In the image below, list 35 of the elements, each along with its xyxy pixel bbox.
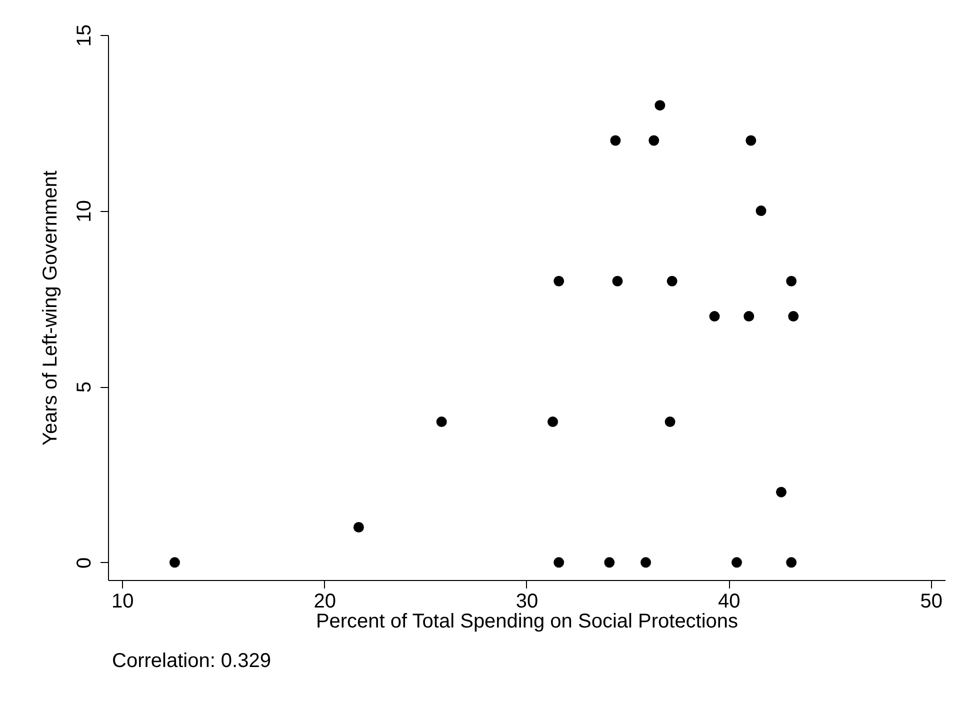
- point: [610, 135, 621, 146]
- point: [640, 557, 652, 568]
- x-axis-title: Percent of Total Spending on Social Protections: [316, 610, 738, 632]
- point: [664, 416, 676, 428]
- x-tick-label: 20: [314, 590, 336, 612]
- point: [604, 557, 615, 568]
- point: [612, 276, 623, 286]
- point: [776, 486, 786, 498]
- point: [786, 557, 797, 568]
- x-tick-label: 40: [718, 590, 740, 612]
- point: [353, 522, 364, 532]
- point: [548, 416, 558, 428]
- point: [666, 276, 678, 286]
- point: [554, 276, 564, 286]
- point: [654, 100, 666, 111]
- point: [732, 557, 742, 568]
- point: [554, 557, 564, 568]
- y-tick-label: 0: [74, 557, 96, 568]
- point: [746, 135, 756, 146]
- x-tick-label: 10: [112, 590, 134, 612]
- x-tick-label: 30: [516, 590, 538, 612]
- x-tick-label: 50: [920, 590, 942, 612]
- point: [169, 557, 180, 568]
- y-tick-label: 5: [74, 382, 96, 393]
- point: [648, 135, 660, 146]
- text: Correlation: 0.329: [112, 650, 271, 673]
- y-tick-label: 10: [74, 200, 96, 222]
- y-axis-title: Years of Left-wing Government: [40, 170, 62, 446]
- point: [744, 311, 754, 322]
- point: [709, 311, 720, 322]
- point: [436, 416, 447, 428]
- point: [756, 206, 766, 216]
- y-tick-label: 15: [74, 24, 96, 47]
- point: [786, 276, 797, 286]
- point: [788, 311, 799, 322]
